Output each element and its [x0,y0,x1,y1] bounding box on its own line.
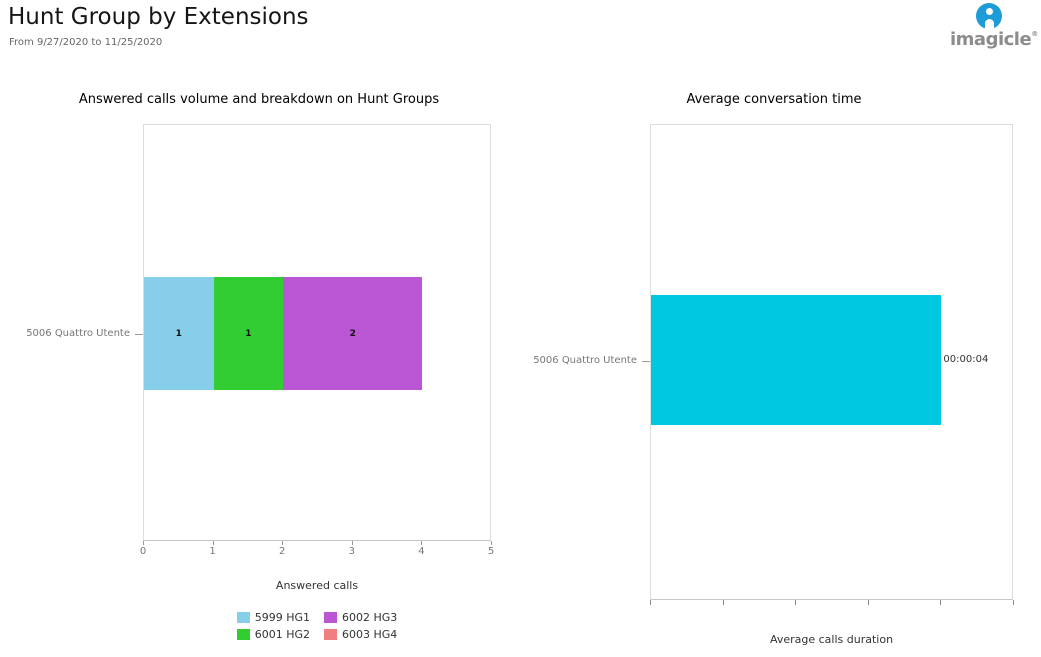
axis-tick [940,600,942,605]
answered-calls-chart: Answered calls volume and breakdown on H… [26,85,494,651]
axis-tick [722,600,724,605]
category-tick-mark [642,361,650,362]
axis-tick-label: 4 [418,546,425,557]
axis-tick-label: 3 [348,546,355,557]
answered-calls-chart-title: Answered calls volume and breakdown on H… [78,92,440,107]
imagicle-logo-text: imagicle® [950,29,1038,50]
legend-item-6003-hg4: 6003 HG4 [324,628,397,641]
registered-trademark-symbol: ® [1031,30,1038,38]
legend-swatch [236,612,250,623]
legend-label: 6001 HG2 [254,628,310,641]
axis-tick [867,600,869,605]
axis-tick [650,600,651,605]
imagicle-logo: imagicle® [950,3,1040,53]
bar-segment-6002-hg3[interactable]: 2 [283,277,423,390]
category-label: 5006 Quattro Utente [26,328,130,339]
axis-tick [795,600,797,605]
bar-segment-value: 1 [245,328,252,339]
axis-tick [282,541,284,545]
axis-tick [1013,600,1014,605]
bar-value-label: 00:00:04 [943,354,989,365]
imagicle-logo-icon [976,3,1002,30]
logo-dot-icon [985,8,993,15]
avg-conversation-chart-title: Average conversation time [686,92,862,107]
legend-swatch [324,612,337,623]
logo-stem-icon [984,19,994,30]
legend-label: 6002 HG3 [342,611,398,624]
avg-conversation-time-chart: Average conversation time 00:00:04 5006 … [533,85,1015,651]
stacked-bar-5006-quattro-utente: 1 1 2 [144,277,423,390]
logo-wordmark: imagicle [950,29,1032,50]
legend-item-6001-hg2: 6001 HG2 [236,628,310,641]
legend-swatch [324,629,337,640]
axis-tick [212,541,214,545]
bar-average-calls-duration[interactable] [651,295,942,425]
legend-label: 6003 HG4 [342,628,398,641]
axis-tick-label: 5 [487,546,495,557]
axis-tick-label: 2 [279,546,286,557]
axis-tick [491,541,492,545]
bar-segment-value: 1 [175,328,182,339]
chart-legend: 5999 HG1 6001 HG2 6002 HG3 6003 HG4 [143,611,491,641]
bar-segment-5999-hg1[interactable]: 1 [144,277,214,390]
axis-tick [351,541,353,545]
x-axis-label: Average calls duration [769,633,894,646]
legend-swatch [236,629,250,640]
bar-segment-value: 2 [349,328,356,339]
x-axis-label: Answered calls [275,579,359,592]
axis-tick [421,541,423,545]
legend-item-5999-hg1: 5999 HG1 [236,611,310,624]
legend-item-6002-hg3: 6002 HG3 [324,611,397,624]
bar-segment-6001-hg2[interactable]: 1 [213,277,284,390]
axis-tick-label: 0 [139,546,147,557]
answered-calls-plot-area: 1 1 2 [143,124,491,541]
avg-conversation-plot-area [650,124,1013,600]
category-label: 5006 Quattro Utente [533,355,637,366]
legend-label: 5999 HG1 [254,611,310,624]
axis-tick [143,541,144,545]
category-tick-mark [135,334,143,335]
page-title: Hunt Group by Extensions [8,4,309,30]
report-date-range: From 9/27/2020 to 11/25/2020 [9,37,163,48]
axis-tick-label: 1 [209,546,216,557]
